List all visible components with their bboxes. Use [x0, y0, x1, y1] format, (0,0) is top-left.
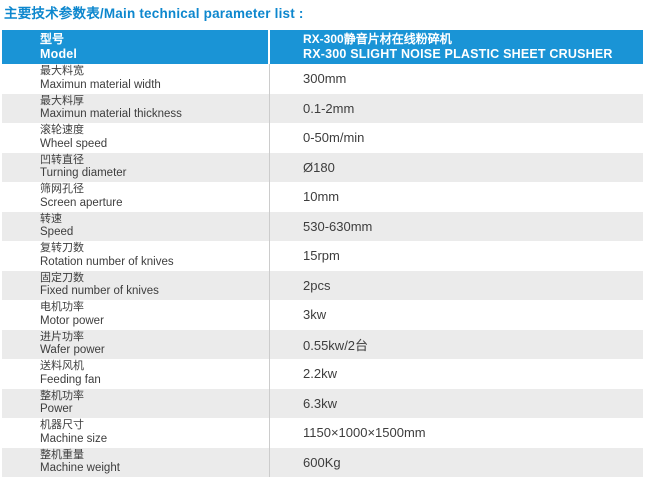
table-row: 固定刀数 Fixed number of knives 2pcs [2, 270, 643, 301]
row-label-en: Rotation number of knives [40, 255, 174, 268]
row-label-cn: 复转刀数 [40, 242, 84, 255]
table-row: 凹转直径 Turning diameter Ø180 [2, 152, 643, 183]
table-row: 送料风机 Feeding fan 2.2kw [2, 359, 643, 389]
row-label-cn: 筛网孔径 [40, 183, 84, 196]
row-value-cell: 6.3kw [270, 389, 643, 419]
row-value-cell: 2.2kw [270, 359, 643, 389]
row-label-cell: 复转刀数 Rotation number of knives [2, 241, 270, 271]
row-value-cell: 0.1-2mm [270, 94, 643, 124]
table-body: 最大料宽 Maximun material width 300mm 最大料厚 M… [2, 64, 643, 477]
row-label-cell: 固定刀数 Fixed number of knives [2, 270, 270, 300]
row-value-cell: 0-50m/min [270, 123, 643, 153]
row-label-cn: 进片功率 [40, 330, 84, 343]
row-label-en: Wafer power [40, 344, 105, 357]
row-value-cell: 2pcs [270, 271, 643, 301]
row-label-cn: 送料风机 [40, 360, 84, 373]
row-label-en: Motor power [40, 314, 104, 327]
row-label-cn: 固定刀数 [40, 271, 84, 284]
row-label-cn: 凹转直径 [40, 153, 84, 166]
header-label-cn: 型号 [40, 32, 65, 46]
row-value-cell: 10mm [270, 182, 643, 212]
row-label-en: Screen aperture [40, 196, 123, 209]
header-value-cell: RX-300静音片材在线粉碎机 RX-300 SLIGHT NOISE PLAS… [270, 30, 643, 64]
table-row: 最大料宽 Maximun material width 300mm [2, 64, 643, 94]
row-label-cell: 最大料厚 Maximun material thickness [2, 93, 270, 123]
row-label-cn: 最大料厚 [40, 94, 84, 107]
row-value-cell: 530-630mm [270, 212, 643, 242]
row-label-cn: 整机重量 [40, 448, 84, 461]
row-label-cell: 机器尺寸 Machine size [2, 418, 270, 448]
row-value: 1150×1000×1500mm [303, 425, 426, 441]
row-label-cn: 转速 [40, 212, 62, 225]
row-label-en: Fixed number of knives [40, 285, 159, 298]
row-value-cell: 300mm [270, 64, 643, 94]
table-row: 最大料厚 Maximun material thickness 0.1-2mm [2, 93, 643, 124]
row-label-en: Turning diameter [40, 167, 127, 180]
row-value: 2pcs [303, 277, 331, 293]
table-row: 复转刀数 Rotation number of knives 15rpm [2, 241, 643, 271]
header-model-name-cn: RX-300静音片材在线粉碎机 [303, 32, 452, 46]
table-row: 机器尺寸 Machine size 1150×1000×1500mm [2, 418, 643, 448]
table-row: 整机功率 Power 6.3kw [2, 388, 643, 419]
row-label-cn: 电机功率 [40, 301, 84, 314]
row-label-en: Feeding fan [40, 373, 101, 386]
page-title: 主要技术参数表/Main technical parameter list : [4, 6, 304, 21]
row-label-cn: 最大料宽 [40, 65, 84, 78]
header-model-cell: 型号 Model [2, 30, 270, 64]
row-label-en: Power [40, 403, 73, 416]
row-value: 600Kg [303, 454, 341, 470]
row-value: 0-50m/min [303, 130, 365, 146]
table-row: 转速 Speed 530-630mm [2, 211, 643, 242]
row-value: 530-630mm [303, 218, 373, 234]
header-model-name-en: RX-300 SLIGHT NOISE PLASTIC SHEET CRUSHE… [303, 47, 613, 61]
row-value: 6.3kw [303, 395, 337, 411]
row-label-cell: 凹转直径 Turning diameter [2, 152, 270, 182]
table-header-row: 型号 Model RX-300静音片材在线粉碎机 RX-300 SLIGHT N… [2, 30, 643, 64]
table-row: 进片功率 Wafer power 0.55kw/2台 [2, 329, 643, 360]
row-label-cell: 筛网孔径 Screen aperture [2, 182, 270, 212]
row-label-cell: 进片功率 Wafer power [2, 329, 270, 359]
row-value-cell: Ø180 [270, 153, 643, 183]
row-value: 15rpm [303, 248, 340, 264]
row-label-cell: 整机重量 Machine weight [2, 447, 270, 477]
row-value: 2.2kw [303, 366, 337, 382]
table-row: 整机重量 Machine weight 600Kg [2, 447, 643, 478]
row-label-cell: 整机功率 Power [2, 388, 270, 418]
table-row: 滚轮速度 Wheel speed 0-50m/min [2, 123, 643, 153]
row-label-cn: 滚轮速度 [40, 124, 84, 137]
row-label-en: Machine size [40, 432, 108, 445]
row-label-en: Maximun material width [40, 78, 161, 91]
row-value: 0.1-2mm [303, 100, 355, 116]
row-label-cell: 送料风机 Feeding fan [2, 359, 270, 389]
row-label-cell: 电机功率 Motor power [2, 300, 270, 330]
row-label-cell: 滚轮速度 Wheel speed [2, 123, 270, 153]
row-value: 0.55kw/2台 [303, 337, 369, 353]
row-value-cell: 0.55kw/2台 [270, 330, 643, 360]
row-value-cell: 15rpm [270, 241, 643, 271]
row-value-cell: 3kw [270, 300, 643, 330]
row-label-cn: 机器尺寸 [40, 419, 84, 432]
row-value: Ø180 [303, 159, 335, 175]
table-row: 筛网孔径 Screen aperture 10mm [2, 182, 643, 212]
row-label-cell: 最大料宽 Maximun material width [2, 64, 270, 94]
row-value-cell: 1150×1000×1500mm [270, 418, 643, 448]
row-label-en: Maximun material thickness [40, 108, 182, 121]
row-label-en: Machine weight [40, 462, 120, 475]
row-value: 10mm [303, 189, 340, 205]
row-label-cn: 整机功率 [40, 389, 84, 402]
header-label-en: Model [40, 47, 78, 61]
row-value: 300mm [303, 71, 347, 87]
row-label-en: Speed [40, 226, 74, 239]
parameter-table: 型号 Model RX-300静音片材在线粉碎机 RX-300 SLIGHT N… [2, 30, 643, 477]
table-row: 电机功率 Motor power 3kw [2, 300, 643, 330]
row-value-cell: 600Kg [270, 448, 643, 478]
row-value: 3kw [303, 307, 327, 323]
row-label-en: Wheel speed [40, 137, 108, 150]
row-label-cell: 转速 Speed [2, 211, 270, 241]
